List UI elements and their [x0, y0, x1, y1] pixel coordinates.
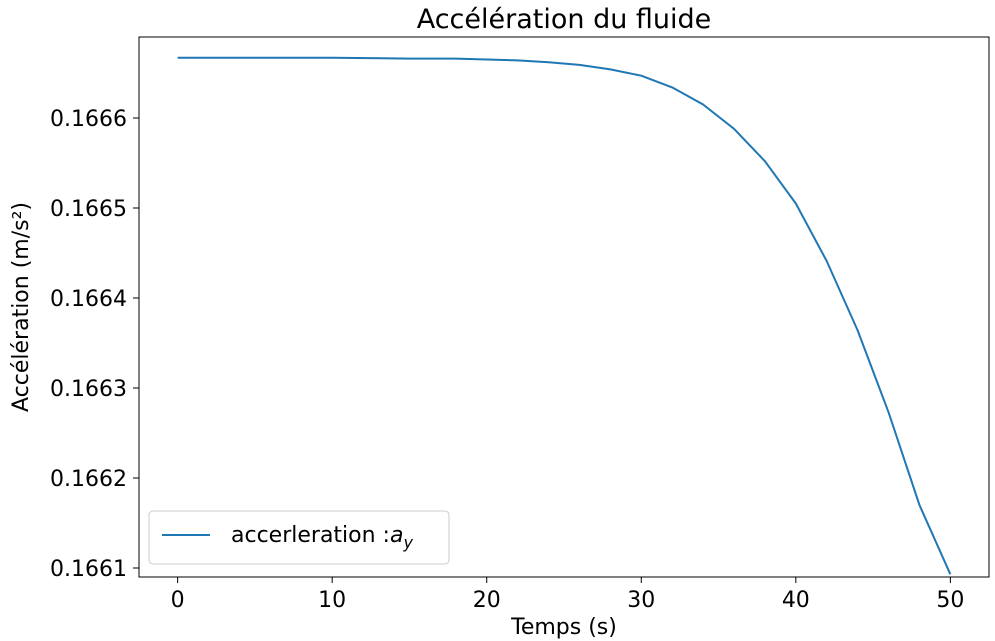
- legend-series-name: accerleration :: [231, 523, 390, 548]
- y-tick-label: 0.1665: [50, 197, 127, 222]
- series-line-acceleration: [177, 56, 952, 575]
- legend-math-a: a: [390, 523, 403, 548]
- y-axis-title: Accélération (m/s²): [9, 202, 34, 412]
- y-tick-label: 0.1661: [50, 557, 127, 582]
- y-tick-label: 0.1662: [50, 467, 127, 492]
- y-tick-label: 0.1666: [50, 107, 127, 132]
- x-tick-label: 50: [936, 588, 964, 613]
- y-tick-label: 0.1663: [50, 377, 127, 402]
- x-tick-label: 20: [473, 588, 501, 613]
- x-axis-title: Temps (s): [510, 615, 617, 640]
- legend-math-subscript-y: y: [402, 533, 413, 552]
- x-tick-label: 0: [171, 588, 185, 613]
- y-axis-ticks: 0.1661 0.1662 0.1663 0.1664 0.1665 0.1666: [50, 107, 139, 582]
- legend-label: accerleration :ay: [231, 523, 413, 552]
- legend-box: [148, 510, 450, 565]
- x-tick-label: 30: [627, 588, 655, 613]
- chart-title: Accélération du fluide: [417, 4, 712, 35]
- x-tick-label: 10: [318, 588, 346, 613]
- legend: accerleration :ay: [148, 510, 450, 565]
- x-tick-label: 40: [782, 588, 810, 613]
- y-tick-label: 0.1664: [50, 287, 127, 312]
- series-layer: [177, 56, 952, 575]
- plot-frame: [138, 36, 990, 578]
- x-axis-ticks: 0 10 20 30 40 50: [171, 577, 964, 613]
